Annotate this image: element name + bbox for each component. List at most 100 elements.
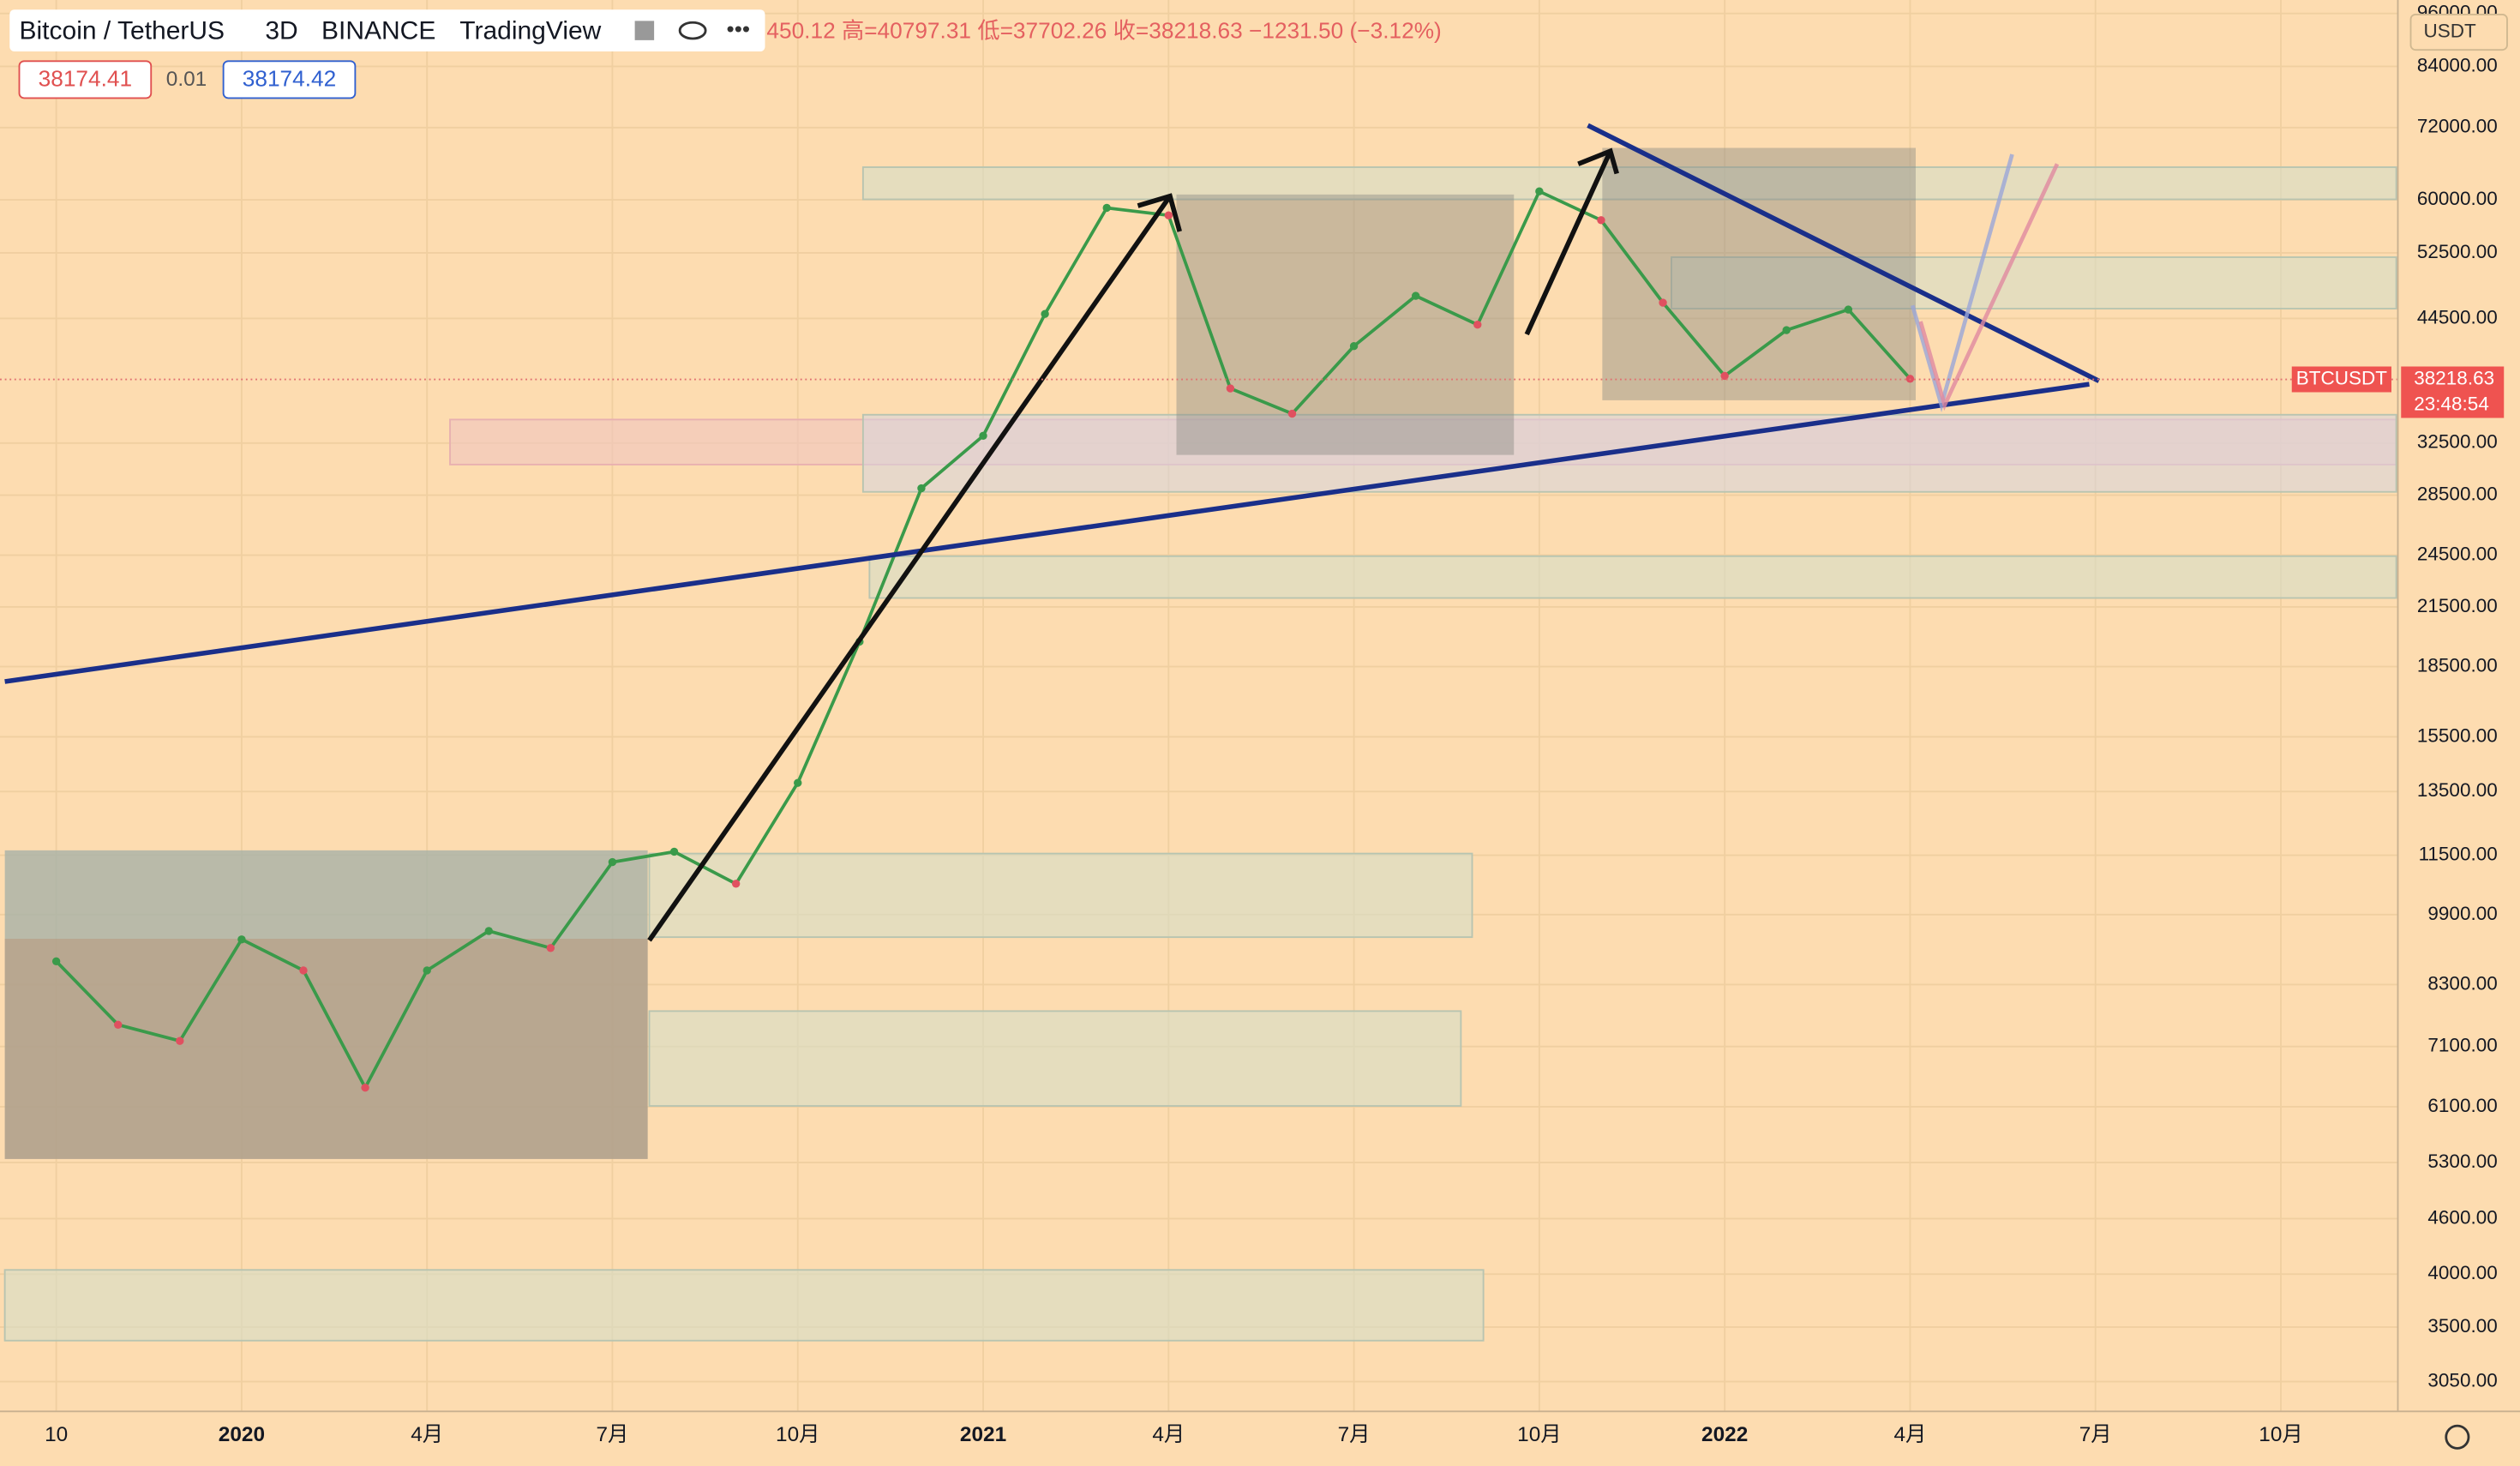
bid-box[interactable] <box>18 60 153 99</box>
price-point <box>1659 298 1667 307</box>
y-tick-label: 18500.00 <box>2417 654 2498 676</box>
price-point <box>979 431 987 441</box>
price-axis <box>2397 0 2520 1466</box>
projection <box>1918 163 2060 412</box>
price-point <box>361 1083 369 1092</box>
price-point <box>1349 342 1359 351</box>
x-tick-label: 4月 <box>411 1423 443 1446</box>
arrow-head <box>1577 147 1619 175</box>
zone <box>4 939 648 1159</box>
price-point <box>237 935 246 944</box>
price-point <box>669 847 679 856</box>
price-point <box>1164 211 1173 219</box>
price-point <box>1597 216 1605 225</box>
price-point <box>176 1036 184 1045</box>
price-point <box>1844 305 1853 314</box>
x-tick-label: 2021 <box>960 1423 1006 1446</box>
ask: 38174.42 <box>243 66 337 92</box>
currency-box[interactable] <box>2409 13 2508 51</box>
x-tick-label: 10月 <box>2259 1423 2302 1446</box>
y-tick-label: 21500.00 <box>2417 595 2498 616</box>
y-tick-label: 9900.00 <box>2427 903 2497 924</box>
x-axis: 10 2020 4月 7月 10月 2021 4月 7月 10月 2022 4月 7月 10月 <box>45 1423 2303 1446</box>
x-tick-label: 10月 <box>776 1423 819 1446</box>
eye-icon[interactable] <box>678 21 707 40</box>
price-tag-text: 38218.63 <box>2414 367 2494 388</box>
x-tick-label: 4月 <box>1152 1423 1185 1446</box>
trend-line <box>4 382 2090 684</box>
ohlc: 450.12 高=40797.31 低=37702.26 收=38218.63 … <box>766 17 1441 43</box>
bid: 38174.41 <box>39 66 133 92</box>
price-point <box>1720 371 1729 381</box>
y-tick-label: 28500.00 <box>2417 484 2498 505</box>
x-tick-label: 10 <box>45 1423 68 1446</box>
x-tick-label: 7月 <box>2079 1423 2112 1446</box>
price-point <box>1041 309 1049 318</box>
trend-line <box>1587 123 2101 383</box>
brand: TradingView <box>459 16 601 45</box>
settings-icon[interactable] <box>2445 1424 2470 1450</box>
price-point <box>546 944 555 952</box>
ask-box[interactable] <box>222 60 357 99</box>
y-tick-label: 24500.00 <box>2417 543 2498 564</box>
exchange: BINANCE <box>321 16 435 45</box>
zone <box>861 166 2397 201</box>
price-point <box>917 484 926 493</box>
arrow-head <box>1137 193 1182 232</box>
x-tick-label: 10月 <box>1517 1423 1561 1446</box>
y-tick-label: 11500.00 <box>2419 843 2498 864</box>
y-tick-label: 15500.00 <box>2417 724 2498 746</box>
spread: 0.01 <box>166 68 207 91</box>
zone <box>648 852 1473 939</box>
y-tick-label: 72000.00 <box>2417 116 2498 137</box>
projection <box>1910 153 2014 413</box>
price-tag <box>2401 366 2505 418</box>
price-point <box>794 778 802 787</box>
drawings <box>0 123 2398 942</box>
y-axis: 96000.0084000.0072000.0060000.0052500.00… <box>2417 2 2498 1391</box>
symbol[interactable]: Bitcoin / TetherUS <box>20 16 225 45</box>
zone <box>648 1010 1462 1107</box>
zone <box>1671 256 2397 309</box>
zone <box>868 555 2397 599</box>
zone <box>861 413 2397 493</box>
y-tick-label: 4600.00 <box>2427 1206 2497 1228</box>
price-point <box>731 880 741 888</box>
price-point <box>114 1020 123 1029</box>
y-tick-label: 8300.00 <box>2427 972 2497 994</box>
countdown: 23:48:54 <box>2414 393 2489 414</box>
y-tick-label: 52500.00 <box>2417 241 2498 262</box>
price-point <box>51 957 61 966</box>
y-tick-label: 3500.00 <box>2427 1315 2497 1337</box>
y-tick-label: 3050.00 <box>2427 1370 2497 1391</box>
price-point <box>1287 409 1297 418</box>
y-tick-label: 13500.00 <box>2417 779 2498 801</box>
currency[interactable]: USDT <box>2424 20 2477 41</box>
x-tick-label: 4月 <box>1893 1423 1926 1446</box>
symbol-tag-text: BTCUSDT <box>2296 367 2388 388</box>
symbol-tag <box>2291 366 2391 393</box>
zone <box>1602 147 1916 400</box>
arrow <box>1524 150 1613 336</box>
price-point <box>299 966 308 975</box>
price-point <box>1412 291 1420 300</box>
arrow <box>647 195 1173 942</box>
x-tick-label: 7月 <box>597 1423 629 1446</box>
zone <box>3 1269 1485 1342</box>
y-tick-label: 44500.00 <box>2417 306 2498 327</box>
interval[interactable]: 3D <box>265 16 297 45</box>
icon[interactable] <box>634 21 655 40</box>
x-tick-label: 7月 <box>1338 1423 1371 1446</box>
price-point <box>423 966 431 975</box>
x-tick-label: 2020 <box>219 1423 265 1446</box>
price-point <box>1102 203 1111 213</box>
y-tick-label: 4000.00 <box>2427 1262 2497 1283</box>
price-point <box>1782 326 1791 334</box>
zone <box>1176 194 1515 455</box>
y-tick-label: 32500.00 <box>2417 431 2498 453</box>
more-icon[interactable]: ••• <box>727 16 751 42</box>
price-point <box>1535 187 1544 195</box>
